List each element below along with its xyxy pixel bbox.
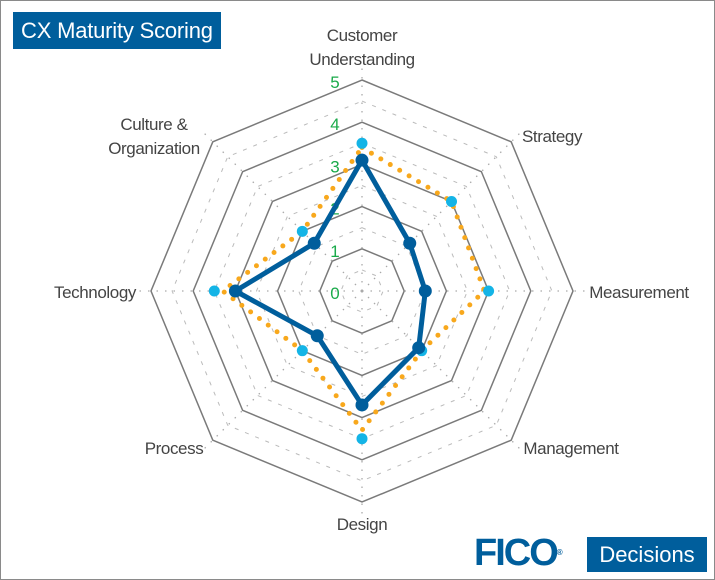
series-light-marker [296, 225, 308, 237]
series-light-marker [208, 285, 220, 297]
fico-logo: FICO® [474, 533, 563, 573]
series-dark-marker [355, 398, 369, 412]
category-label: Organization [108, 139, 200, 158]
axis-line [361, 130, 523, 292]
tick-label: 3 [330, 157, 339, 176]
axis-line [201, 130, 363, 292]
registered-mark: ® [556, 548, 563, 557]
series-dark-marker [310, 329, 324, 343]
grid-ring-minor [255, 184, 469, 398]
decisions-badge: Decisions [587, 537, 707, 572]
chart-title: CX Maturity Scoring [13, 12, 221, 49]
series-dark-marker [418, 284, 432, 298]
series-light-marker [356, 137, 368, 149]
category-label: Technology [54, 283, 137, 302]
series-light-marker [483, 285, 495, 297]
series-dark-marker [412, 341, 426, 355]
tick-label: 1 [330, 242, 339, 261]
tick-label: 0 [330, 284, 339, 303]
axis-line [361, 290, 523, 452]
fico-logo-text: FICO [474, 532, 559, 574]
category-label: Design [337, 515, 388, 534]
axis-line [201, 290, 363, 452]
series-light-marker [296, 345, 308, 357]
series-light-marker [446, 195, 458, 207]
grid-ring [150, 79, 574, 503]
series-dark-line [232, 157, 428, 408]
series-dotted-line [218, 144, 488, 435]
grid-ring-minor [171, 100, 553, 482]
grid-ring [192, 121, 532, 461]
category-label: Management [523, 439, 619, 458]
category-label: Measurement [589, 283, 689, 302]
category-label: Customer [327, 26, 398, 45]
grid-ring-minor [298, 227, 426, 355]
series-light-marker [356, 433, 368, 445]
series-dark-marker [403, 236, 417, 250]
tick-label: 5 [330, 73, 339, 92]
category-label: Understanding [309, 50, 414, 69]
series-dark-marker [307, 236, 321, 250]
grid-ring [234, 163, 490, 419]
series-dark-marker [228, 284, 242, 298]
series-dark-marker [355, 153, 369, 167]
grid-ring [276, 205, 448, 377]
tick-label: 4 [330, 115, 339, 134]
category-label: Strategy [522, 127, 583, 146]
category-label: Process [145, 439, 204, 458]
category-label: Culture & [120, 115, 188, 134]
grid-ring [318, 247, 406, 335]
